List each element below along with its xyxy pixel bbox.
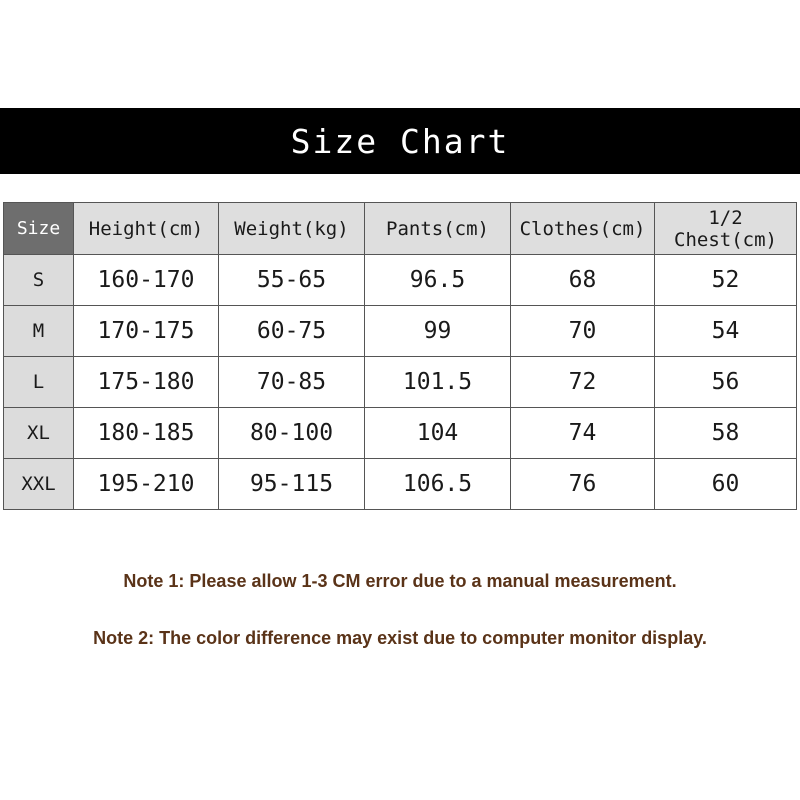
cell-weight: 70-85: [218, 356, 365, 408]
cell-pants: 106.5: [364, 458, 511, 510]
table-row: S 160-170 55-65 96.5 68 52: [3, 254, 797, 306]
cell-size: L: [3, 356, 74, 408]
column-header-weight: Weight(kg): [218, 202, 365, 255]
table-row: XXL 195-210 95-115 106.5 76 60: [3, 458, 797, 510]
cell-weight: 55-65: [218, 254, 365, 306]
cell-clothes: 72: [510, 356, 655, 408]
cell-height: 170-175: [73, 305, 219, 357]
cell-size: XL: [3, 407, 74, 459]
table-body: S 160-170 55-65 96.5 68 52 M 170-175 60-…: [3, 254, 797, 510]
cell-chest: 58: [654, 407, 797, 459]
cell-pants: 104: [364, 407, 511, 459]
cell-height: 160-170: [73, 254, 219, 306]
size-chart-table: Size Height(cm) Weight(kg) Pants(cm) Clo…: [3, 202, 797, 510]
title-banner: Size Chart: [0, 108, 800, 174]
cell-size: XXL: [3, 458, 74, 510]
table-row: M 170-175 60-75 99 70 54: [3, 305, 797, 357]
column-header-pants: Pants(cm): [364, 202, 511, 255]
cell-clothes: 70: [510, 305, 655, 357]
cell-pants: 96.5: [364, 254, 511, 306]
cell-chest: 52: [654, 254, 797, 306]
notes-section: Note 1: Please allow 1-3 CM error due to…: [0, 562, 800, 658]
note-line-1: Note 1: Please allow 1-3 CM error due to…: [123, 571, 677, 591]
column-header-size: Size: [3, 202, 74, 255]
cell-size: S: [3, 254, 74, 306]
cell-height: 175-180: [73, 356, 219, 408]
cell-chest: 60: [654, 458, 797, 510]
table-row: XL 180-185 80-100 104 74 58: [3, 407, 797, 459]
cell-clothes: 68: [510, 254, 655, 306]
header-row: Size Height(cm) Weight(kg) Pants(cm) Clo…: [3, 202, 797, 255]
cell-height: 195-210: [73, 458, 219, 510]
cell-height: 180-185: [73, 407, 219, 459]
table-row: L 175-180 70-85 101.5 72 56: [3, 356, 797, 408]
cell-weight: 95-115: [218, 458, 365, 510]
page-title: Size Chart: [290, 121, 510, 161]
note-line-2: Note 2: The color difference may exist d…: [93, 628, 707, 648]
cell-chest: 56: [654, 356, 797, 408]
cell-pants: 101.5: [364, 356, 511, 408]
column-header-clothes: Clothes(cm): [510, 202, 655, 255]
column-header-chest: 1/2 Chest(cm): [654, 202, 797, 255]
cell-weight: 80-100: [218, 407, 365, 459]
column-header-height: Height(cm): [73, 202, 219, 255]
cell-chest: 54: [654, 305, 797, 357]
cell-size: M: [3, 305, 74, 357]
cell-clothes: 76: [510, 458, 655, 510]
cell-pants: 99: [364, 305, 511, 357]
cell-clothes: 74: [510, 407, 655, 459]
table-header: Size Height(cm) Weight(kg) Pants(cm) Clo…: [3, 202, 797, 255]
cell-weight: 60-75: [218, 305, 365, 357]
